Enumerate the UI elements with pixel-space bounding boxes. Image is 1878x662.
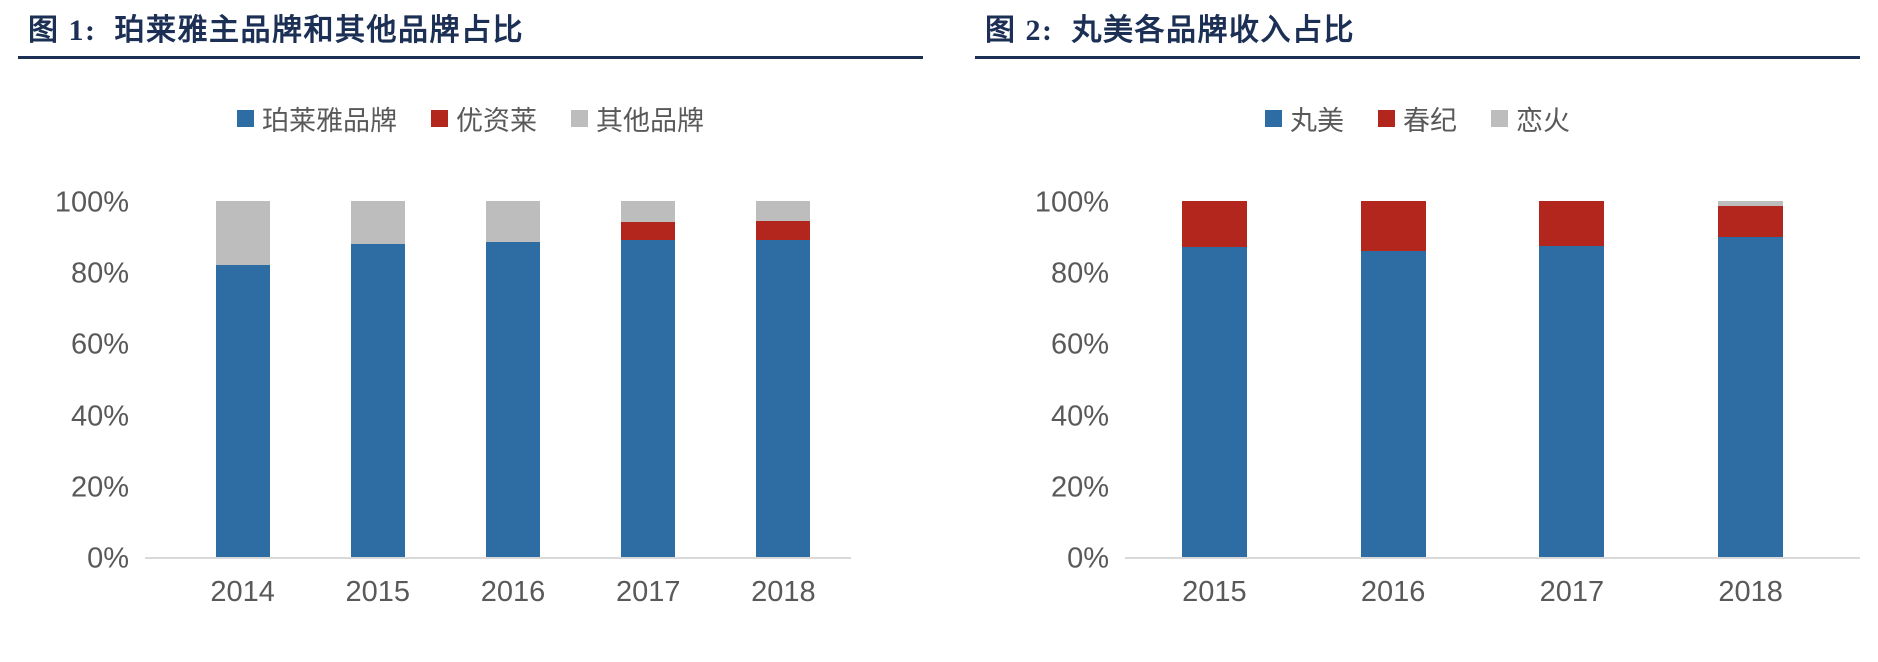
legend-label: 珀莱雅品牌 bbox=[262, 105, 397, 136]
figure-2-title-rule bbox=[975, 56, 1860, 59]
bar-segment bbox=[486, 201, 540, 242]
bar-segment bbox=[1360, 201, 1426, 251]
legend-item: 春纪 bbox=[1378, 99, 1457, 138]
legend-item: 优资莱 bbox=[431, 99, 537, 138]
y-axis-tick-label: 0% bbox=[87, 542, 129, 575]
x-axis-tick-label: 2017 bbox=[615, 576, 681, 608]
bar-segment bbox=[1181, 247, 1247, 557]
bar-2015 bbox=[1181, 201, 1247, 557]
legend-swatch-icon bbox=[1491, 109, 1508, 127]
figure-2-title: 图 2: 丸美各品牌收入占比 bbox=[985, 14, 1355, 47]
x-axis-tick-label: 2015 bbox=[345, 576, 411, 608]
legend-item: 珀莱雅品牌 bbox=[237, 99, 397, 138]
bar-column bbox=[1125, 201, 1304, 557]
legend-item: 其他品牌 bbox=[571, 99, 704, 138]
bar-segment bbox=[756, 201, 811, 221]
figure-1-title: 图 1: 珀莱雅主品牌和其他品牌占比 bbox=[28, 14, 524, 47]
figure-1: 图 1: 珀莱雅主品牌和其他品牌占比 珀莱雅品牌 优资莱 其他品牌 0% 20% 40%… bbox=[18, 14, 923, 609]
bar-segment bbox=[1181, 201, 1247, 248]
bar-column bbox=[310, 201, 445, 557]
legend-swatch-icon bbox=[571, 109, 588, 127]
y-axis-tick-label: 80% bbox=[1050, 257, 1109, 290]
bar-segment bbox=[350, 201, 405, 244]
bar-segment bbox=[350, 243, 405, 557]
y-axis-tick-label: 100% bbox=[54, 186, 129, 219]
figure-2-legend: 丸美 春纪 恋火 bbox=[975, 99, 1860, 138]
x-axis-tick-label: 2014 bbox=[210, 576, 275, 608]
bar-segment bbox=[621, 240, 676, 557]
y-axis-tick-label: 100% bbox=[1034, 186, 1109, 219]
legend-item: 丸美 bbox=[1265, 99, 1344, 138]
figure-2-chart: 0% 20% 40% 60% 80% 100% 2015 2016 2017 2018 bbox=[975, 188, 1860, 609]
plot-area bbox=[1125, 201, 1860, 559]
bar-column bbox=[716, 201, 851, 557]
bar-segment bbox=[1718, 236, 1784, 557]
bar-2017 bbox=[621, 201, 676, 557]
bar-segment bbox=[756, 240, 811, 557]
bar-column bbox=[175, 201, 310, 557]
report-figure-pair: 图 1: 珀莱雅主品牌和其他品牌占比 珀莱雅品牌 优资莱 其他品牌 0% 20% 40%… bbox=[18, 14, 1860, 609]
bar-segment bbox=[215, 265, 270, 557]
legend-label: 恋火 bbox=[1516, 105, 1570, 136]
x-axis: 2015 2016 2017 2018 bbox=[1125, 576, 1860, 609]
bar-segment bbox=[621, 201, 676, 223]
legend-swatch-icon bbox=[237, 109, 254, 127]
bar-segment bbox=[1539, 245, 1605, 557]
y-axis-tick-label: 0% bbox=[1067, 542, 1109, 575]
legend-swatch-icon bbox=[431, 109, 448, 127]
y-axis: 0% 20% 40% 60% 80% 100% bbox=[18, 188, 145, 573]
y-axis: 0% 20% 40% 60% 80% 100% bbox=[975, 188, 1125, 573]
bar-segment bbox=[621, 222, 676, 241]
bar-2017 bbox=[1539, 201, 1605, 557]
x-axis-tick-label: 2018 bbox=[1718, 576, 1783, 608]
y-axis-tick-label: 40% bbox=[1050, 400, 1109, 433]
legend-swatch-icon bbox=[1265, 109, 1282, 127]
bar-2018 bbox=[1718, 201, 1784, 557]
bar-segment bbox=[1539, 201, 1605, 246]
legend-label: 优资莱 bbox=[456, 105, 537, 136]
bar-segment bbox=[215, 201, 270, 266]
bar-column bbox=[1483, 201, 1662, 557]
x-axis-tick-label: 2018 bbox=[751, 576, 816, 608]
figure-1-legend: 珀莱雅品牌 优资莱 其他品牌 bbox=[18, 99, 923, 138]
bar-column bbox=[1661, 201, 1840, 557]
x-axis-tick-label: 2016 bbox=[480, 576, 546, 608]
bar-segment bbox=[1360, 250, 1426, 557]
bar-segment bbox=[1718, 206, 1784, 237]
legend-swatch-icon bbox=[1378, 109, 1395, 127]
bar-2016 bbox=[486, 201, 540, 557]
legend-label: 丸美 bbox=[1290, 105, 1344, 136]
legend-label: 其他品牌 bbox=[596, 105, 704, 136]
bar-segment bbox=[1718, 201, 1784, 207]
figure-1-title-rule bbox=[18, 56, 923, 59]
x-axis-tick-label: 2015 bbox=[1182, 576, 1247, 608]
y-axis-tick-label: 20% bbox=[70, 471, 129, 504]
y-axis-tick-label: 80% bbox=[70, 257, 129, 290]
bar-2016 bbox=[1360, 201, 1426, 557]
figure-2: 图 2: 丸美各品牌收入占比 丸美 春纪 恋火 0% 20% 40% 60% 80% 100%… bbox=[975, 14, 1860, 609]
bar-segment bbox=[486, 241, 540, 557]
legend-item: 恋火 bbox=[1491, 99, 1570, 138]
bar-segment bbox=[756, 220, 811, 241]
y-axis-tick-label: 60% bbox=[70, 328, 129, 361]
x-axis-tick-label: 2017 bbox=[1539, 576, 1605, 608]
bar-2014 bbox=[215, 201, 270, 557]
bar-2015 bbox=[350, 201, 405, 557]
bar-column bbox=[581, 201, 716, 557]
y-axis-tick-label: 40% bbox=[70, 400, 129, 433]
plot-area bbox=[145, 201, 851, 559]
plot-area-column: 2015 2016 2017 2018 bbox=[1125, 201, 1860, 609]
plot-area-column: 2014 2015 2016 2017 2018 bbox=[145, 201, 851, 609]
x-axis-tick-label: 2016 bbox=[1360, 576, 1426, 608]
figure-1-chart: 0% 20% 40% 60% 80% 100% 2014 2015 2016 2017 2018 bbox=[18, 188, 923, 609]
bar-column bbox=[1304, 201, 1483, 557]
y-axis-tick-label: 20% bbox=[1050, 471, 1109, 504]
legend-label: 春纪 bbox=[1403, 105, 1457, 136]
y-axis-tick-label: 60% bbox=[1050, 328, 1109, 361]
bar-column bbox=[445, 201, 580, 557]
bar-2018 bbox=[756, 201, 811, 557]
x-axis: 2014 2015 2016 2017 2018 bbox=[145, 576, 851, 609]
